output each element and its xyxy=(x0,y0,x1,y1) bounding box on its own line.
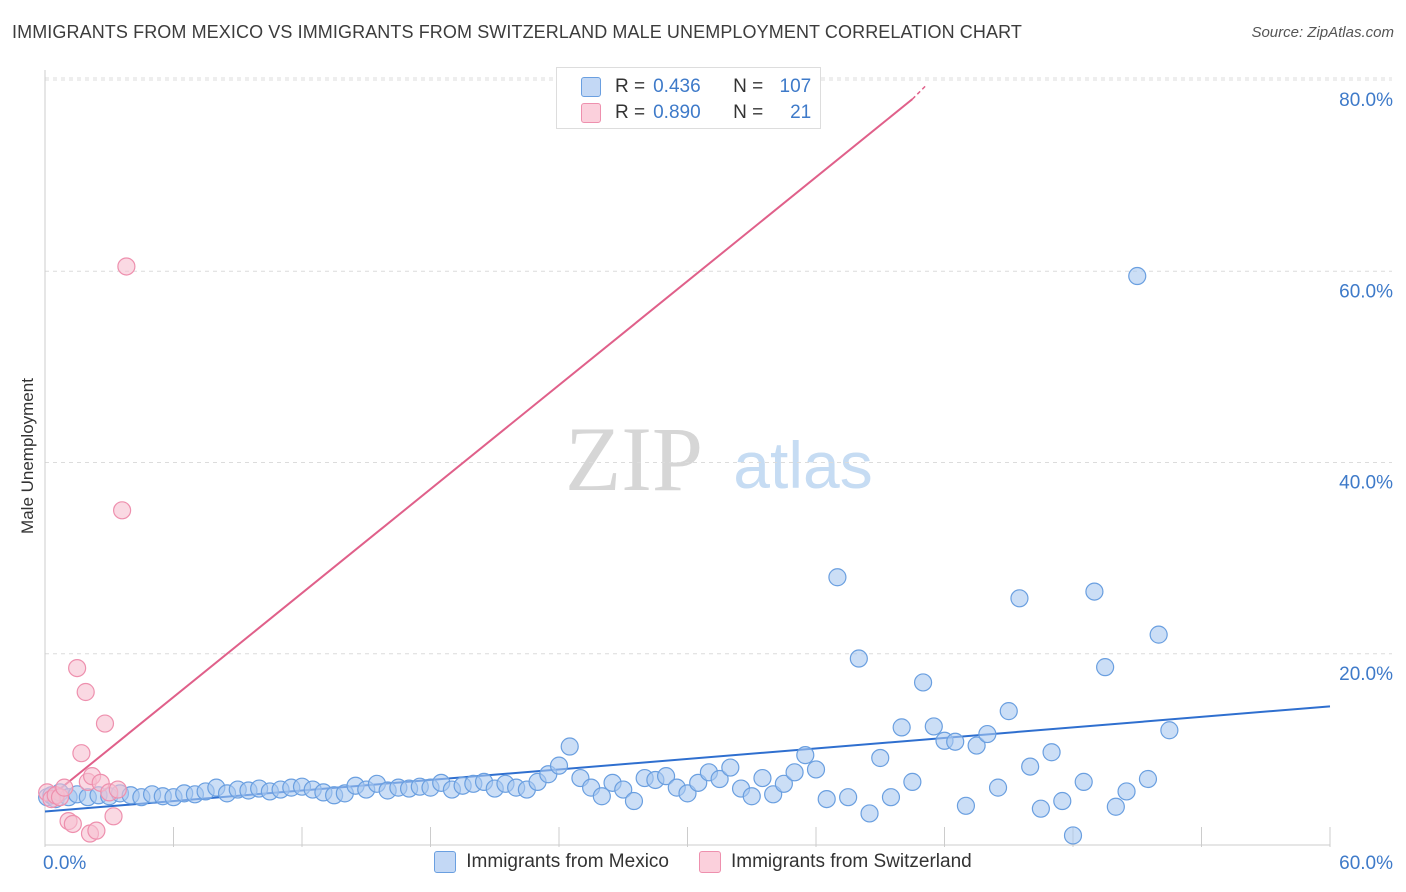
mexico-point xyxy=(967,736,986,755)
mexico-point xyxy=(988,778,1008,797)
x-tick-label: 60.0% xyxy=(1339,853,1393,874)
mexico-swatch xyxy=(581,77,601,97)
mexico-point xyxy=(656,767,676,786)
y-tick-label: 80.0% xyxy=(1339,90,1393,111)
mexico-point xyxy=(849,649,868,668)
mexico-point xyxy=(1074,772,1093,791)
watermark-atlas: atlas xyxy=(733,428,872,502)
mexico-point xyxy=(742,787,761,806)
legend-r-value: 0.890 xyxy=(653,102,701,123)
switzerland-swatch xyxy=(581,103,601,123)
mexico-point xyxy=(1063,826,1083,845)
legend-row-mexico: R = 0.436 N = 107 xyxy=(557,74,811,100)
legend-item-label: Immigrants from Mexico xyxy=(466,851,669,872)
mexico-legend-swatch xyxy=(434,851,457,873)
mexico-point xyxy=(1031,799,1050,818)
mexico-point xyxy=(1042,743,1061,762)
series-legend: Immigrants from Mexico Immigrants from S… xyxy=(0,851,1406,873)
mexico-point xyxy=(839,788,858,807)
switzerland-point xyxy=(72,744,91,763)
legend-row-switzerland: R = 0.890 N = 21 xyxy=(557,100,811,126)
mexico-point xyxy=(785,763,804,782)
switzerland-point xyxy=(63,814,82,834)
mexico-point xyxy=(614,780,633,799)
mexico-point xyxy=(721,758,740,777)
switzerland-point xyxy=(104,807,123,826)
mexico-point xyxy=(1021,757,1040,776)
mexico-point xyxy=(592,787,611,806)
legend-n-value: 107 xyxy=(779,76,812,97)
chart-title: IMMIGRANTS FROM MEXICO VS IMMIGRANTS FRO… xyxy=(12,22,1022,42)
mexico-point xyxy=(753,768,772,788)
mexico-point xyxy=(1053,791,1072,811)
switzerland-point xyxy=(95,714,115,733)
mexico-point xyxy=(1085,582,1104,601)
legend-item-label: Immigrants from Switzerland xyxy=(730,851,972,872)
legend-item-switzerland[interactable]: Immigrants from Switzerland xyxy=(698,851,972,873)
legend-n-label: N = xyxy=(733,76,764,97)
legend-n-value: 21 xyxy=(790,102,812,123)
mexico-point xyxy=(1128,266,1147,286)
mexico-point xyxy=(1160,721,1179,740)
tick-labels: 20.0% 40.0% 60.0% 80.0% 0.0% 60.0% xyxy=(43,90,1393,874)
switzerland-point xyxy=(76,682,95,702)
mexico-point xyxy=(946,732,965,751)
mexico-point xyxy=(903,772,922,791)
mexico-point xyxy=(710,769,729,789)
mexico-point xyxy=(913,673,933,692)
mexico-point xyxy=(999,702,1018,721)
switzerland-point xyxy=(87,821,106,840)
mexico-point xyxy=(924,717,943,736)
mexico-point xyxy=(871,748,890,768)
switzerland-trend-line xyxy=(55,98,914,794)
switzerland-point xyxy=(117,257,136,276)
mexico-point xyxy=(774,774,793,793)
axes xyxy=(44,70,1331,847)
switzerland-point xyxy=(112,501,132,520)
data-points xyxy=(38,257,1179,845)
switzerland-point xyxy=(55,778,74,797)
legend-r-label: R = xyxy=(615,102,646,123)
y-tick-label: 60.0% xyxy=(1339,281,1393,302)
legend-r-label: R = xyxy=(615,76,646,97)
stats-legend: R = 0.436 N = 107 R = 0.890 N = 21 xyxy=(556,67,821,129)
mexico-point xyxy=(1117,782,1136,801)
switzerland-point xyxy=(108,780,127,799)
mexico-point xyxy=(796,746,815,765)
mexico-point xyxy=(560,737,579,756)
mexico-point xyxy=(1106,797,1125,816)
mexico-point xyxy=(956,796,976,815)
grid-lines xyxy=(45,77,1392,655)
legend-r-value: 0.436 xyxy=(653,76,701,97)
mexico-point xyxy=(549,756,569,775)
mexico-point xyxy=(860,804,879,823)
watermark-zip: ZIP xyxy=(565,408,703,510)
mexico-point xyxy=(817,789,836,809)
source-label: Source: ZipAtlas.com xyxy=(1251,24,1394,41)
mexico-point xyxy=(828,568,847,587)
mexico-point xyxy=(1010,589,1029,608)
mexico-point xyxy=(881,788,901,807)
y-tick-label: 40.0% xyxy=(1339,473,1393,494)
legend-item-mexico[interactable]: Immigrants from Mexico xyxy=(434,851,669,873)
mexico-point xyxy=(1138,769,1158,789)
switzerland-legend-swatch xyxy=(698,851,721,873)
switzerland-point xyxy=(68,658,87,678)
y-tick-label: 20.0% xyxy=(1339,664,1393,685)
mexico-point xyxy=(1149,625,1168,644)
x-tick-label: 0.0% xyxy=(43,853,86,874)
mexico-point xyxy=(978,724,997,744)
mexico-point xyxy=(806,760,826,779)
legend-n-label: N = xyxy=(733,102,764,123)
mexico-point xyxy=(624,791,644,811)
mexico-point xyxy=(892,718,911,737)
switzerland-trend-extension xyxy=(911,84,927,100)
mexico-point xyxy=(1096,658,1115,677)
